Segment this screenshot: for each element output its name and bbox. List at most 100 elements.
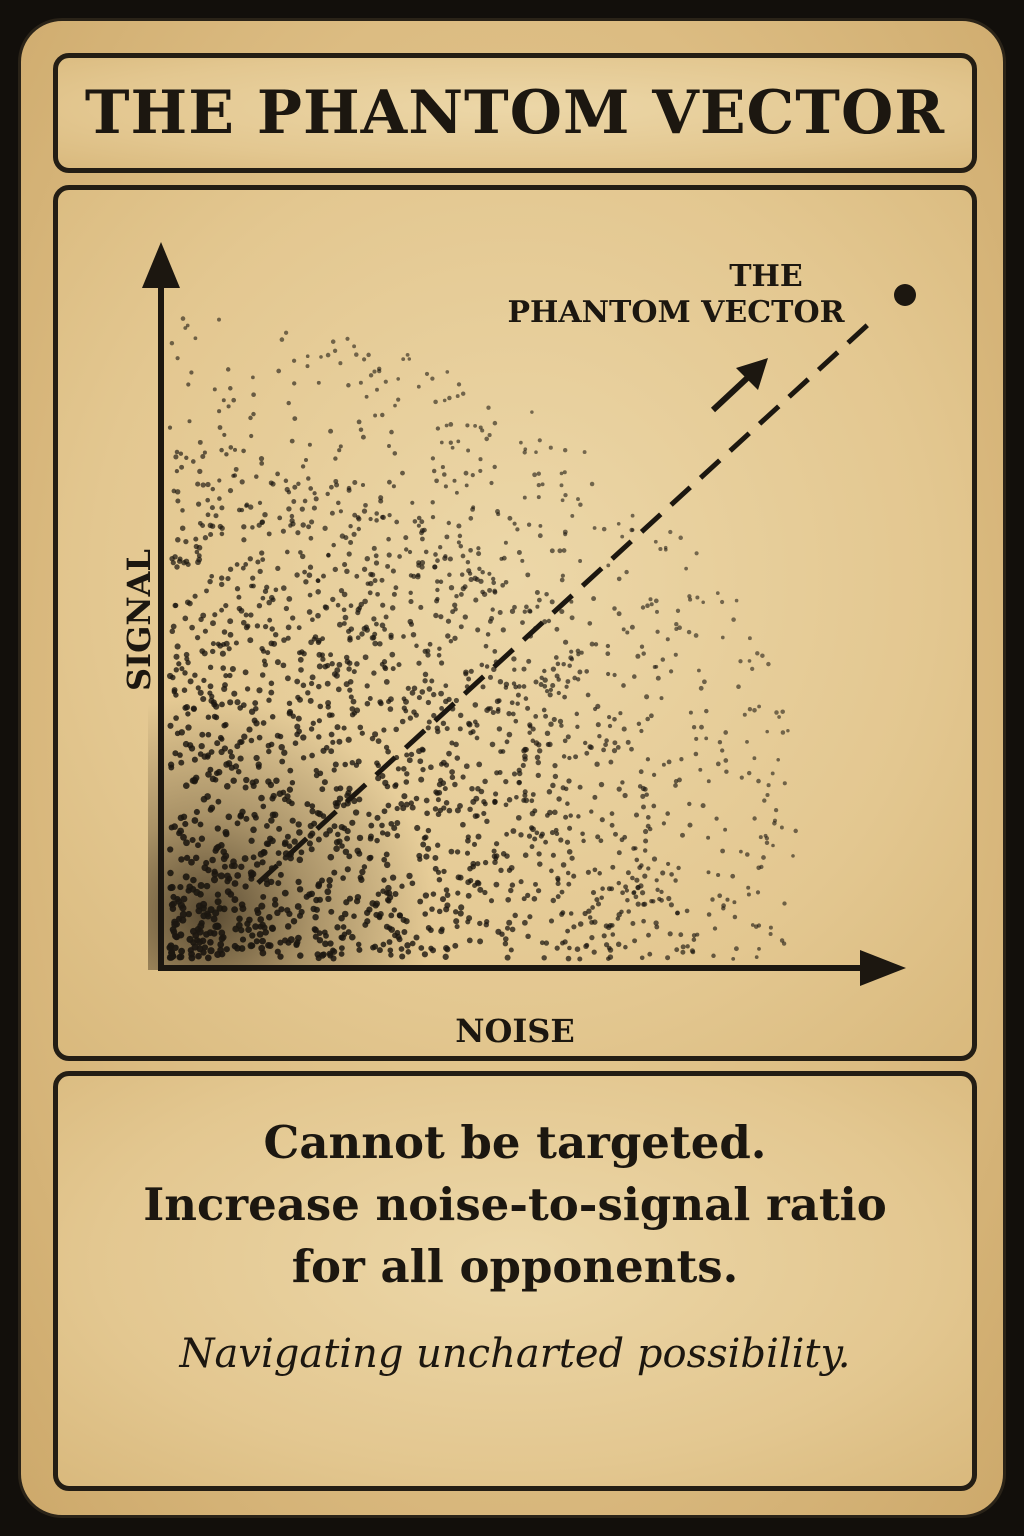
- scatter-point: [205, 731, 212, 738]
- scatter-point: [311, 820, 318, 827]
- scatter-point: [362, 654, 369, 661]
- scatter-point: [454, 807, 461, 814]
- scatter-point: [587, 621, 593, 626]
- scatter-point: [214, 891, 222, 898]
- scatter-point: [322, 525, 328, 531]
- scatter-point: [261, 658, 267, 664]
- scatter-point: [260, 849, 268, 857]
- scatter-point: [294, 903, 302, 910]
- scatter-point: [338, 509, 344, 514]
- scatter-point: [227, 699, 234, 706]
- scatter-point: [358, 601, 364, 608]
- scatter-point: [308, 890, 316, 898]
- scatter-point: [286, 506, 292, 512]
- scatter-point: [400, 805, 407, 812]
- scatter-point: [294, 731, 300, 738]
- scatter-point: [208, 804, 216, 812]
- scatter-point: [585, 869, 591, 875]
- scatter-point: [754, 955, 759, 959]
- scatter-point: [490, 709, 496, 716]
- scatter-point: [207, 664, 214, 670]
- scatter-point: [174, 564, 180, 570]
- scatter-point: [329, 661, 335, 667]
- scatter-point: [169, 340, 175, 346]
- scatter-point: [698, 767, 703, 772]
- scatter-point: [181, 687, 188, 693]
- scatter-point: [448, 585, 455, 591]
- scatter-point: [677, 625, 682, 631]
- scatter-point: [580, 831, 585, 837]
- scatter-point: [336, 500, 341, 506]
- scatter-point: [321, 573, 326, 579]
- scatter-point: [286, 710, 293, 717]
- scatter-point: [219, 505, 225, 511]
- scatter-point: [491, 580, 497, 586]
- trend-dashed-line: [256, 318, 875, 885]
- scatter-point: [180, 833, 187, 841]
- scatter-point: [258, 794, 265, 802]
- scatter-point: [458, 543, 464, 549]
- scatter-point: [400, 916, 407, 923]
- scatter-point: [750, 923, 755, 927]
- scatter-point: [296, 856, 304, 864]
- scatter-point: [373, 553, 379, 559]
- scatter-point: [368, 580, 374, 587]
- scatter-point: [465, 559, 471, 565]
- scatter-point: [439, 896, 447, 903]
- scatter-point: [308, 846, 315, 853]
- scatter-point: [535, 772, 541, 779]
- scatter-point: [188, 858, 195, 866]
- scatter-point: [499, 931, 505, 937]
- scatter-point: [331, 767, 337, 773]
- scatter-point: [228, 753, 235, 760]
- scatter-point: [716, 872, 721, 878]
- scatter-point: [594, 897, 600, 903]
- scatter-point: [568, 911, 574, 916]
- scatter-point: [372, 631, 378, 637]
- scatter-point: [701, 600, 705, 605]
- scatter-point: [303, 457, 309, 463]
- scatter-point: [356, 946, 363, 953]
- scatter-point: [673, 783, 678, 788]
- scatter-point: [752, 816, 757, 821]
- scatter-point: [639, 728, 644, 734]
- scatter-point: [396, 377, 401, 381]
- scatter-point: [454, 755, 461, 761]
- scatter-point: [532, 808, 538, 814]
- scatter-point: [263, 840, 271, 847]
- scatter-point: [777, 715, 781, 719]
- scatter-point: [577, 784, 583, 790]
- scatter-point: [215, 798, 222, 805]
- scatter-point: [554, 945, 560, 951]
- signal-noise-plot: THE PHANTOM VECTOR NOISE SIGNAL: [120, 242, 916, 1050]
- scatter-point: [207, 522, 214, 529]
- scatter-point: [182, 873, 190, 881]
- scatter-point: [762, 798, 767, 803]
- scatter-point: [249, 433, 254, 439]
- scatter-point: [550, 782, 556, 789]
- scatter-point: [691, 937, 697, 942]
- scatter-point: [381, 877, 387, 883]
- game-card[interactable]: THE PHANTOM VECTOR: [18, 18, 1006, 1518]
- scatter-point: [710, 897, 715, 902]
- scatter-point: [182, 782, 190, 790]
- scatter-point: [598, 781, 605, 788]
- scatter-point: [409, 804, 416, 811]
- scatter-point: [227, 566, 234, 572]
- scatter-point: [383, 851, 390, 858]
- scatter-point: [209, 505, 215, 511]
- scatter-point: [286, 595, 293, 602]
- scatter-point: [207, 683, 214, 690]
- scatter-point: [327, 940, 334, 947]
- scatter-point: [329, 712, 335, 718]
- scatter-point: [258, 455, 265, 462]
- scatter-point: [746, 770, 752, 776]
- scatter-point: [356, 526, 361, 532]
- scatter-point: [569, 615, 575, 621]
- scatter-point: [217, 478, 222, 483]
- scatter-point: [458, 624, 464, 630]
- scatter-point: [595, 703, 601, 709]
- scatter-point: [470, 729, 476, 735]
- scatter-point: [187, 419, 192, 424]
- scatter-point: [186, 883, 194, 891]
